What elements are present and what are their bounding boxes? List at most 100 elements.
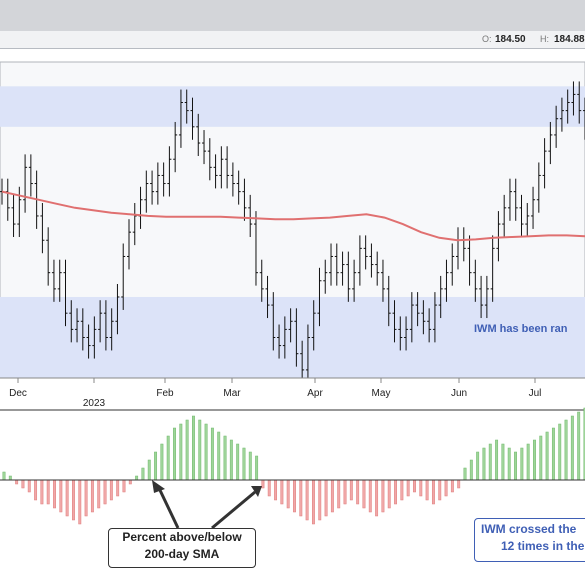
percent-bar-negative	[438, 479, 442, 501]
percent-bar-negative	[444, 479, 448, 497]
arrow-right	[211, 490, 256, 530]
percent-bar-negative	[27, 479, 31, 493]
callout-line-1: Percent above/below	[122, 530, 242, 544]
arrow-left-head	[152, 480, 165, 493]
percent-bar-positive	[495, 439, 499, 481]
percent-bar-positive	[501, 443, 505, 481]
percent-bar-positive	[551, 427, 555, 481]
percent-bar-positive	[8, 475, 12, 481]
high-value: 184.88	[554, 34, 585, 45]
x-tick-label: Feb	[156, 388, 174, 399]
callout-percent-sma: Percent above/below 200-day SMA	[108, 528, 256, 568]
percent-bar-negative	[343, 479, 347, 505]
percent-bar-positive	[514, 451, 517, 481]
percent-bar-positive	[533, 439, 536, 481]
percent-bar-negative	[318, 479, 322, 521]
percent-bar-negative	[406, 479, 410, 497]
percent-bar-negative	[431, 479, 435, 505]
arrow-left	[156, 485, 180, 529]
arrow-right-head	[251, 486, 262, 497]
percent-bar-positive	[154, 451, 158, 481]
lower-range-band	[0, 296, 585, 378]
x-tick-label: May	[372, 388, 391, 399]
percent-bar-negative	[450, 479, 454, 493]
x-axis-area	[0, 378, 585, 408]
percent-bar-negative	[400, 479, 404, 501]
percent-bar-negative	[299, 479, 303, 517]
percent-bar-negative	[387, 479, 391, 509]
percent-bar-negative	[59, 479, 63, 513]
x-tick-label: Jun	[451, 388, 467, 399]
percent-bar-negative	[425, 479, 429, 501]
percent-bar-positive	[539, 435, 543, 481]
percent-bar-negative	[368, 479, 372, 513]
percent-bar-positive	[507, 447, 511, 481]
percent-bar-positive	[204, 423, 208, 481]
percent-bar-negative	[337, 479, 341, 509]
x-tick-label: Jul	[529, 388, 542, 399]
percent-bar-negative	[15, 479, 19, 485]
x-tick-label: Apr	[307, 388, 323, 399]
percent-bar-positive	[135, 475, 139, 481]
percent-bar-positive	[577, 411, 581, 481]
percent-bar-negative	[97, 479, 101, 509]
percent-bar-positive	[229, 439, 233, 481]
percent-bar-negative	[53, 479, 56, 509]
percent-bar-positive	[469, 459, 473, 481]
percent-bar-positive	[185, 419, 189, 481]
percent-bar-positive	[160, 443, 164, 481]
percent-bar-negative	[72, 479, 75, 521]
percent-bar-negative	[394, 479, 397, 505]
percent-bar-negative	[349, 479, 353, 501]
percent-bar-positive	[223, 435, 227, 481]
x-tick-label: Dec	[9, 388, 27, 399]
percent-bar-negative	[116, 479, 120, 497]
percent-bar-negative	[78, 479, 82, 525]
percent-bar-negative	[109, 479, 113, 501]
percent-bar-negative	[375, 479, 379, 517]
percent-bar-positive	[217, 431, 221, 481]
percent-bar-positive	[147, 459, 151, 481]
percent-bar-positive	[558, 423, 562, 481]
high-label: H:	[540, 34, 549, 44]
percent-bar-negative	[21, 479, 25, 489]
percent-bar-positive	[570, 415, 574, 481]
percent-bar-positive	[463, 467, 467, 481]
percent-bar-positive	[482, 447, 486, 481]
percent-bar-negative	[128, 479, 132, 485]
percent-bar-negative	[280, 479, 284, 505]
percent-bar-negative	[305, 479, 309, 521]
ohlc-readout: O: 184.50 H: 184.88	[0, 31, 585, 49]
percent-bar-negative	[267, 479, 271, 497]
x-tick-label: Mar	[223, 388, 241, 399]
percent-bar-negative	[84, 479, 88, 517]
callout-crossings: IWM crossed the 12 times in the	[474, 518, 585, 562]
percent-bar-negative	[34, 479, 38, 501]
percent-bar-positive	[476, 451, 480, 481]
percent-bar-negative	[362, 479, 366, 509]
percent-bar-positive	[179, 423, 183, 481]
x-tick-label: 2023	[83, 398, 106, 409]
range-annotation: IWM has been ran	[474, 323, 568, 335]
percent-bar-positive	[210, 427, 214, 481]
percent-bar-negative	[457, 479, 461, 489]
upper-range-band	[0, 86, 585, 127]
percent-bar-negative	[103, 479, 107, 505]
percent-bar-negative	[419, 479, 423, 497]
open-label: O:	[482, 34, 492, 44]
percent-bar-negative	[122, 479, 126, 493]
percent-bar-negative	[40, 479, 44, 505]
percent-bar-positive	[242, 447, 246, 481]
percent-bar-positive	[141, 467, 145, 481]
callout-cross-line-2: 12 times in the	[501, 539, 585, 553]
percent-bar-positive	[545, 431, 549, 481]
percent-bar-positive	[173, 427, 176, 481]
open-value: 184.50	[495, 34, 526, 45]
percent-bar-negative	[381, 479, 385, 513]
percent-bar-positive	[166, 435, 170, 481]
percent-bar-negative	[311, 479, 315, 525]
percent-bar-negative	[286, 479, 290, 509]
percent-bar-positive	[255, 455, 259, 481]
callout-line-2: 200-day SMA	[144, 547, 220, 561]
